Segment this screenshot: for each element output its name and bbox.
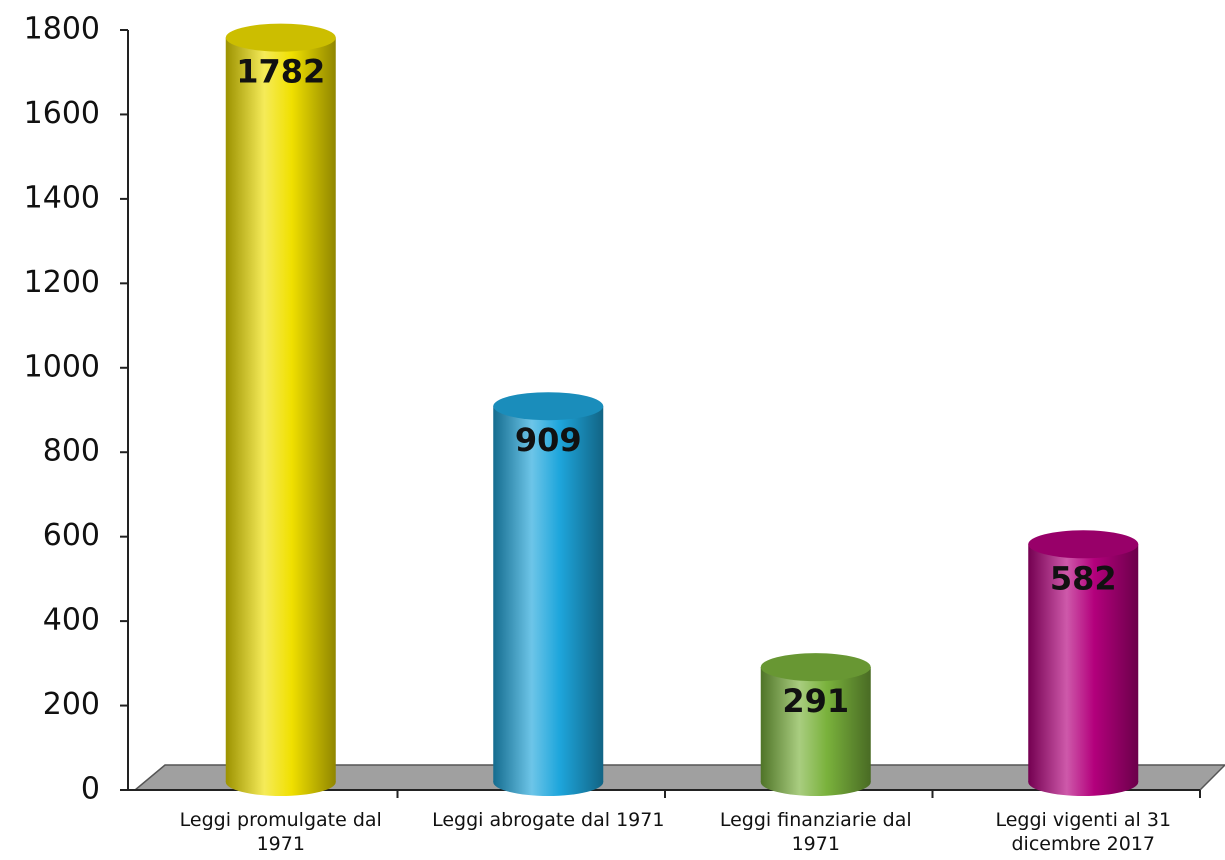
bar	[1028, 544, 1139, 782]
y-tick-label: 1600	[24, 96, 100, 131]
y-tick-label: 800	[43, 434, 100, 469]
data-label: 582	[1050, 559, 1117, 597]
bar	[493, 406, 604, 782]
x-tick-label: Leggi abrogate dal 1971	[432, 809, 665, 831]
y-tick-label: 1000	[24, 349, 100, 384]
data-label: 909	[515, 421, 582, 459]
x-tick-label: Leggi promulgate dal 1971	[179, 809, 382, 855]
bar	[760, 667, 871, 782]
bar-top	[760, 653, 871, 682]
bar-top	[493, 392, 604, 421]
x-tick-label: Leggi finanziarie dal 1971	[719, 809, 912, 855]
y-tick-label: 200	[43, 687, 100, 722]
bar	[225, 37, 336, 783]
y-tick-label: 400	[43, 603, 100, 638]
y-tick-label: 0	[81, 772, 100, 807]
bar-top	[225, 23, 336, 52]
data-label: 291	[782, 682, 849, 720]
y-tick-label: 600	[43, 518, 100, 553]
x-tick-label: Leggi vigenti al 31 dicembre 2017	[995, 809, 1172, 855]
bar-top	[1028, 530, 1139, 559]
y-tick-label: 1800	[24, 12, 100, 47]
data-label: 1782	[236, 53, 325, 91]
y-tick-label: 1400	[24, 180, 100, 215]
y-tick-label: 1200	[24, 265, 100, 300]
